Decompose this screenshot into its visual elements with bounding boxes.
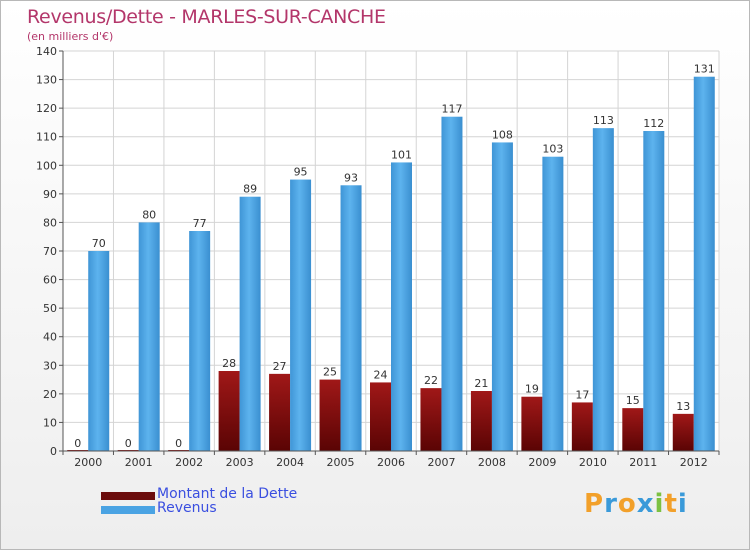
data-label-dette: 19 [525,383,539,396]
data-labels: 0 70 0 80 0 77 28 89 27 95 25 93 24 101 22 117 21 108 19 10… [74,63,715,450]
data-label-dette: 24 [374,368,388,381]
bar-dette [521,396,543,451]
x-tick-label: 2012 [680,456,708,469]
legend-label-dette: Montant de la Dette [157,486,298,502]
x-tick-label: 2009 [528,456,556,469]
data-label-dette: 22 [424,374,438,387]
data-label-revenus: 93 [344,171,358,184]
x-tick-label: 2001 [125,456,153,469]
data-label-dette: 0 [175,437,182,450]
x-tick-label: 2010 [579,456,607,469]
data-label-revenus: 77 [193,217,207,230]
logo-letter: r [604,489,618,519]
data-label-revenus: 101 [391,148,412,161]
y-tick-label: 130 [36,74,57,87]
bar-dette [218,371,240,451]
data-label-dette: 27 [273,360,287,373]
logo-letter: P [584,489,605,519]
y-tick-label: 80 [43,216,57,229]
data-label-dette: 21 [474,377,488,390]
chart-title: Revenus/Dette - MARLES-SUR-CANCHE [27,6,386,28]
bar-revenus [643,131,665,451]
bar-revenus [693,76,715,451]
data-label-revenus: 108 [492,128,513,141]
bar-revenus [88,251,110,451]
logo-letter: i [677,489,688,519]
bar-revenus [391,162,412,451]
bar-dette [370,382,391,451]
y-tick-label: 60 [43,274,57,287]
proxiti-logo: Proxiti [584,489,688,519]
data-label-revenus: 112 [643,117,664,130]
data-label-revenus: 70 [92,237,106,250]
logo-letter: i [654,489,665,519]
bar-revenus [592,128,614,451]
y-tick-label: 20 [43,388,57,401]
bar-revenus [441,116,463,451]
y-tick-label: 10 [43,416,57,429]
y-tick-label: 50 [43,302,57,315]
bar-revenus [290,179,312,452]
y-tick-label: 140 [36,45,57,58]
x-tick-label: 2007 [427,456,455,469]
data-label-revenus: 80 [142,208,156,221]
bars [67,76,715,452]
data-label-revenus: 95 [294,166,308,179]
logo-letter: t [664,489,678,519]
bar-revenus [189,231,211,451]
bar-dette [622,408,644,451]
data-label-revenus: 89 [243,183,257,196]
bar-dette [672,413,694,451]
y-tick-label: 70 [43,245,57,258]
x-tick-label: 2008 [478,456,506,469]
x-tick-label: 2006 [377,456,405,469]
data-label-dette: 25 [323,366,337,379]
bar-dette [571,402,593,451]
bar-dette [319,379,341,451]
logo-letter: o [617,489,637,519]
y-tick-label: 40 [43,331,57,344]
data-label-dette: 28 [222,357,236,370]
legend-label-revenus: Revenus [157,500,217,516]
x-tick-label: 2004 [276,456,304,469]
legend-swatch-revenus [101,506,155,514]
bar-revenus [239,196,261,451]
data-label-revenus: 117 [441,103,462,116]
chart-subtitle: (en milliers d'€) [27,30,114,43]
data-label-dette: 13 [676,400,690,413]
data-label-revenus: 131 [694,63,715,76]
bar-revenus [542,156,564,451]
bar-dette [269,373,291,451]
y-tick-label: 100 [36,159,57,172]
bar-revenus [138,222,160,451]
x-tick-label: 2003 [226,456,254,469]
data-label-dette: 17 [575,388,589,401]
data-label-dette: 0 [74,437,81,450]
x-tick-label: 2011 [629,456,657,469]
logo-letter: x [636,489,655,519]
y-tick-label: 90 [43,188,57,201]
x-tick-label: 2000 [74,456,102,469]
x-tick-label: 2002 [175,456,203,469]
x-tick-label: 2005 [327,456,355,469]
legend-swatch-dette [101,492,155,500]
y-tick-label: 120 [36,102,57,115]
bar-dette [420,388,442,451]
bar-dette [470,391,492,451]
y-tick-label: 30 [43,359,57,372]
data-label-revenus: 113 [593,114,614,127]
y-tick-label: 110 [36,131,57,144]
bar-revenus [340,185,362,452]
data-label-dette: 15 [626,394,640,407]
bar-revenus [491,142,513,451]
y-tick-label: 0 [50,445,57,458]
data-label-dette: 0 [125,437,132,450]
data-label-revenus: 103 [542,143,563,156]
